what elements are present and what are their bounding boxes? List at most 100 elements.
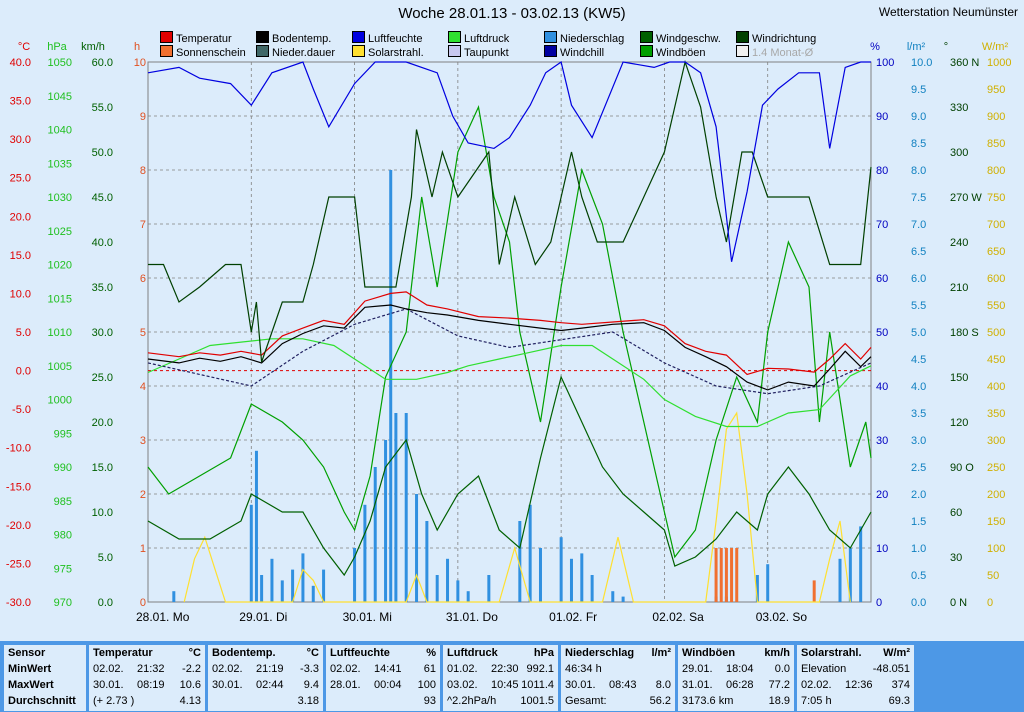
legend-item: Nieder.dauer bbox=[256, 45, 335, 59]
axis-tick-label: 30 bbox=[876, 435, 888, 447]
series-niederschlag bbox=[766, 564, 770, 602]
axis-tick-label: 90 O bbox=[950, 462, 974, 474]
series-niederschlag bbox=[590, 575, 594, 602]
axis-unit-label: ° bbox=[944, 41, 948, 53]
axis-tick-label: 8.0 bbox=[911, 165, 926, 177]
series-niederschlag bbox=[528, 504, 532, 602]
series-sonnenschein bbox=[730, 548, 734, 602]
series-niederschlag bbox=[538, 548, 542, 602]
stats-value: 3.18 bbox=[297, 695, 319, 707]
axis-tick-label: 30 bbox=[950, 552, 962, 564]
x-tick-label: 02.02. Sa bbox=[652, 610, 704, 624]
legend-label: Sonnenschein bbox=[176, 47, 246, 59]
axis-tick-label: 2.0 bbox=[911, 489, 926, 501]
axis-tick-label: 8 bbox=[140, 165, 146, 177]
series-niederschlag bbox=[384, 440, 388, 602]
axis-tick-label: 250 bbox=[987, 462, 1005, 474]
axis-unit-label: W/m² bbox=[982, 41, 1009, 53]
axis-tick-label: 300 bbox=[987, 435, 1005, 447]
axis-tick-label: 2 bbox=[140, 489, 146, 501]
legend-swatch bbox=[736, 45, 749, 57]
axis-tick-label: 1010 bbox=[48, 327, 72, 339]
series-solarstrahl bbox=[183, 411, 851, 603]
legend-item: Luftdruck bbox=[448, 31, 509, 45]
stats-cell: 30.01. bbox=[565, 679, 596, 691]
legend-swatch bbox=[256, 31, 269, 43]
stats-value: 100 bbox=[417, 679, 436, 691]
axis-tick-label: -15.0 bbox=[6, 481, 31, 493]
axis-tick-label: 120 bbox=[950, 417, 968, 429]
stats-value: 992.1 bbox=[526, 663, 554, 675]
axis-unit-label: l/m² bbox=[907, 41, 926, 53]
axis-tick-label: 6.0 bbox=[911, 273, 926, 285]
chart-title: Woche 28.01.13 - 03.02.13 (KW5) bbox=[398, 5, 626, 22]
series-windgeschw bbox=[147, 375, 872, 577]
stats-cell: 12:36 bbox=[845, 679, 873, 691]
stats-cell: 21:19 bbox=[256, 663, 284, 675]
series-niederschlag bbox=[172, 591, 176, 602]
axis-tick-label: 1045 bbox=[48, 91, 72, 103]
axis-tick-label: 10 bbox=[134, 57, 146, 69]
legend-swatch bbox=[544, 31, 557, 43]
series-niederschlag bbox=[425, 521, 429, 602]
stats-block: Bodentemp. °C 02.02. 21:19 -3.3 30.01. 02:44 9.… bbox=[208, 645, 323, 711]
station-name: Wetterstation Neumünster bbox=[878, 5, 1018, 19]
axis-tick-label: 4.5 bbox=[911, 354, 926, 366]
legend-item: Temperatur bbox=[160, 31, 232, 45]
axis-unit-label: km/h bbox=[81, 41, 105, 53]
stats-value: 10.6 bbox=[179, 679, 201, 691]
axis-tick-label: 150 bbox=[987, 516, 1005, 528]
axis-tick-label: 900 bbox=[987, 111, 1005, 123]
stats-header: Luftdruck bbox=[447, 647, 498, 659]
stats-unit: W/m² bbox=[883, 647, 910, 659]
axis-tick-label: 7 bbox=[140, 219, 146, 231]
axis-tick-label: 975 bbox=[54, 563, 72, 575]
stats-value: 4.13 bbox=[179, 695, 201, 707]
legend-item: Niederschlag bbox=[544, 31, 624, 45]
series bbox=[147, 59, 872, 603]
axes: 40.035.030.025.020.015.010.05.00.0-5.0-1… bbox=[6, 41, 1012, 624]
axis-tick-label: 300 bbox=[950, 147, 968, 159]
stats-header: Windböen bbox=[682, 647, 736, 659]
axis-tick-label: 1040 bbox=[48, 125, 72, 137]
axis-tick-label: 10.0 bbox=[92, 507, 113, 519]
stats-block: Luftdruck hPa 01.02. 22:30 992.1 03.02. 10:45 1… bbox=[443, 645, 558, 711]
stats-cell: MaxWert bbox=[8, 679, 54, 691]
stats-cell: 31.01. bbox=[682, 679, 713, 691]
legend-item: Windchill bbox=[544, 45, 604, 59]
axis-tick-label: 1035 bbox=[48, 158, 72, 170]
legend-item: Taupunkt bbox=[448, 45, 509, 59]
axis-tick-label: 40.0 bbox=[10, 57, 31, 69]
series-sonnenschein bbox=[719, 548, 723, 602]
legend-swatch bbox=[352, 31, 365, 43]
axis-tick-label: 9 bbox=[140, 111, 146, 123]
x-tick-label: 29.01. Di bbox=[239, 610, 287, 624]
stats-cell: 01.02. bbox=[447, 663, 478, 675]
axis-tick-label: 0 bbox=[987, 597, 993, 609]
legend-item: Luftfeuchte bbox=[352, 31, 422, 45]
series-niederschlag bbox=[456, 580, 460, 602]
axis-tick-label: 6.5 bbox=[911, 246, 926, 258]
axis-tick-label: 60 bbox=[950, 507, 962, 519]
stats-cell: 14:41 bbox=[374, 663, 402, 675]
axis-tick-label: 1025 bbox=[48, 226, 72, 238]
stats-panel: Sensor MinWert MaxWert Durchschnitt Temperat… bbox=[0, 641, 1024, 712]
legend-label: Niederschlag bbox=[560, 33, 625, 45]
axis-tick-label: 90 bbox=[876, 111, 888, 123]
axis-tick-label: 15.0 bbox=[10, 250, 31, 262]
series-sonnenschein bbox=[735, 548, 739, 602]
stats-cell: 02.02. bbox=[330, 663, 361, 675]
series-luftfeuchte bbox=[147, 61, 871, 262]
stats-cell: Elevation bbox=[801, 663, 847, 675]
axis-tick-label: 1020 bbox=[48, 260, 72, 272]
series-niederschlag bbox=[373, 467, 377, 602]
axis-tick-label: 700 bbox=[987, 219, 1005, 231]
stats-block: Luftfeuchte% 02.02. 14:41 61 28.01. 00:04 100 9… bbox=[326, 645, 440, 711]
series-niederschlag bbox=[487, 575, 491, 602]
series-luftdruck bbox=[147, 338, 872, 428]
series-niederschlag bbox=[363, 504, 367, 602]
series-niederschlag bbox=[435, 575, 439, 602]
axis-tick-label: 1030 bbox=[48, 192, 72, 204]
axis-tick-label: 20 bbox=[876, 489, 888, 501]
legend-item: Bodentemp. bbox=[256, 31, 331, 45]
